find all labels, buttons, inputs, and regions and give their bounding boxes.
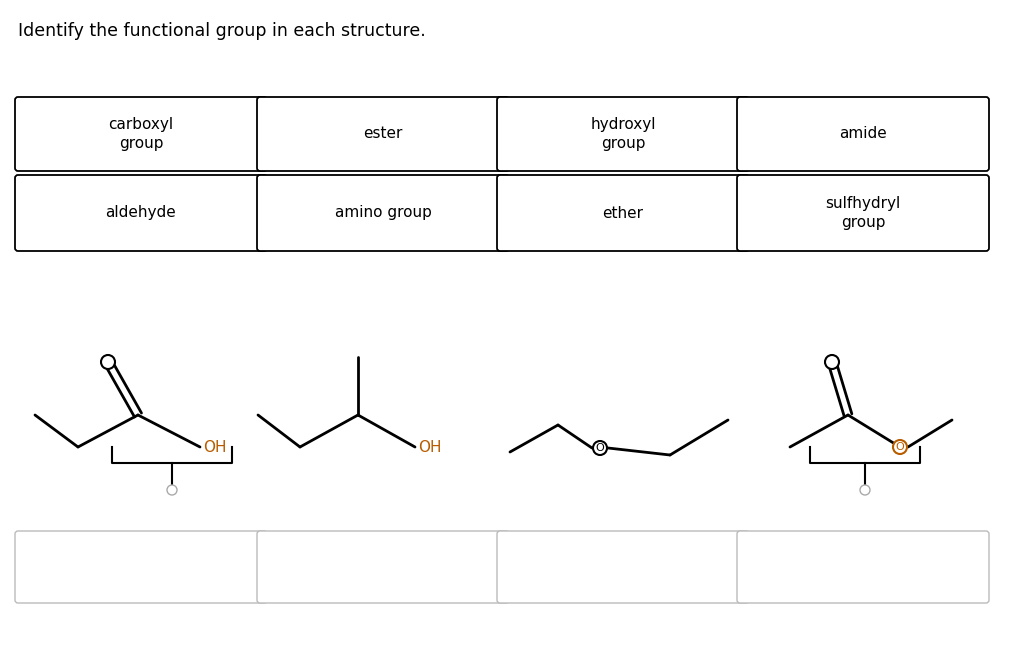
FancyBboxPatch shape [257, 175, 509, 251]
Text: Identify the functional group in each structure.: Identify the functional group in each st… [18, 22, 426, 40]
FancyBboxPatch shape [15, 97, 267, 171]
Text: OH: OH [203, 439, 226, 454]
Text: amide: amide [839, 126, 887, 141]
Text: ether: ether [602, 205, 643, 220]
Circle shape [101, 355, 115, 369]
FancyBboxPatch shape [497, 175, 749, 251]
Text: sulfhydryl
group: sulfhydryl group [825, 196, 901, 230]
Circle shape [593, 441, 607, 455]
FancyBboxPatch shape [497, 97, 749, 171]
Text: OH: OH [418, 439, 441, 454]
FancyBboxPatch shape [737, 531, 989, 603]
FancyBboxPatch shape [15, 531, 267, 603]
FancyBboxPatch shape [257, 531, 509, 603]
Text: amino group: amino group [335, 205, 431, 220]
Text: ester: ester [364, 126, 402, 141]
Circle shape [825, 355, 839, 369]
FancyBboxPatch shape [737, 97, 989, 171]
Text: O: O [896, 442, 904, 452]
FancyBboxPatch shape [257, 97, 509, 171]
Circle shape [860, 485, 870, 495]
FancyBboxPatch shape [15, 175, 267, 251]
Text: carboxyl
group: carboxyl group [109, 117, 173, 151]
Circle shape [893, 440, 907, 454]
Circle shape [167, 485, 177, 495]
Text: aldehyde: aldehyde [105, 205, 176, 220]
Text: hydroxyl
group: hydroxyl group [590, 117, 655, 151]
FancyBboxPatch shape [497, 531, 749, 603]
FancyBboxPatch shape [737, 175, 989, 251]
Text: O: O [596, 443, 604, 453]
